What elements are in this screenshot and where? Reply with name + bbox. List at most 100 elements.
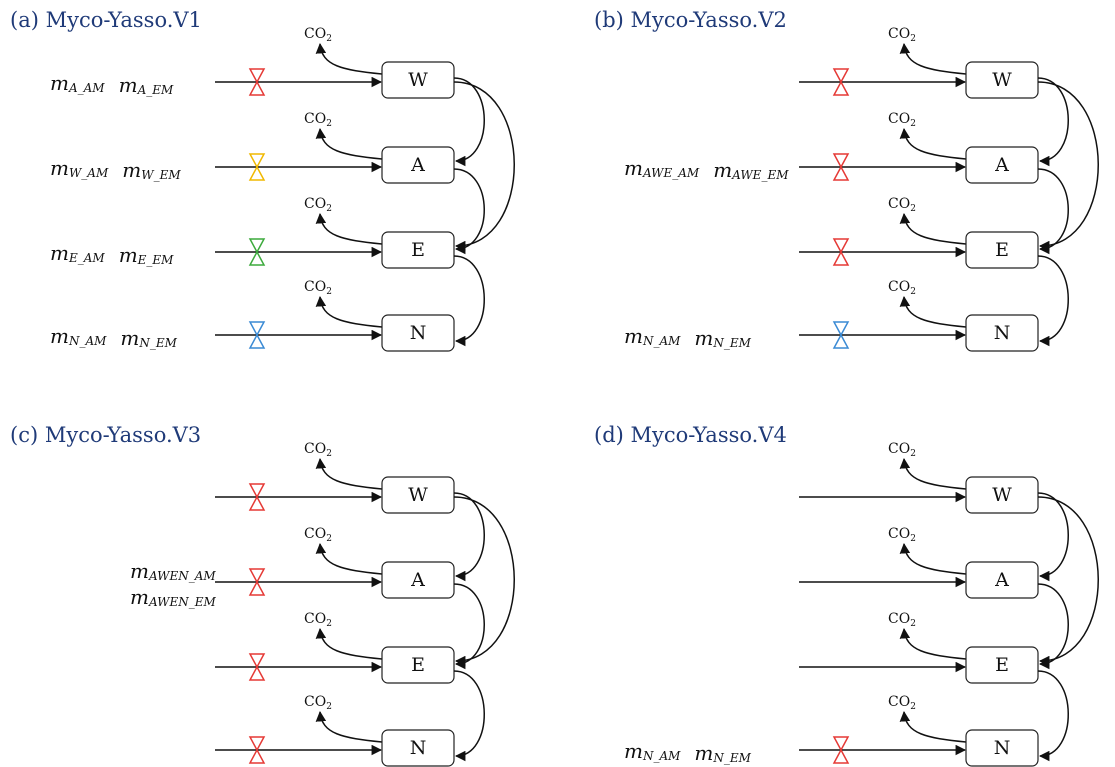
pool-box-a bbox=[381, 561, 455, 599]
pool-box-w bbox=[381, 61, 455, 99]
co2-label: CO2 bbox=[888, 441, 916, 459]
arc-e-to-n bbox=[453, 670, 485, 762]
flow-label: mN_AM mN_EM bbox=[50, 324, 178, 350]
co2-arrow bbox=[315, 212, 383, 245]
valve-blue bbox=[248, 321, 266, 349]
valve-yellow bbox=[248, 153, 266, 181]
flow-label: mW_AM mW_EM bbox=[50, 156, 181, 182]
panel-v1: (a) Myco-Yasso.V1 CO2 W CO2 A CO2 E CO2 NmA_AM mA… bbox=[10, 8, 515, 352]
panel-v4: (d) Myco-Yasso.V4 CO2 W CO2 A CO2 E CO2 NmN_AM mN… bbox=[594, 423, 1099, 767]
panel-v2: (b) Myco-Yasso.V2 CO2 W CO2 A CO2 E CO2 NmAWE_AM… bbox=[594, 8, 1099, 352]
arc-w-to-e bbox=[453, 81, 515, 252]
co2-arrow bbox=[899, 710, 967, 743]
co2-label: CO2 bbox=[888, 611, 916, 629]
pool-box-a bbox=[965, 146, 1039, 184]
co2-label: CO2 bbox=[888, 694, 916, 712]
flow-label: mAWEN_EM bbox=[130, 585, 217, 609]
arc-w-to-e bbox=[453, 496, 515, 667]
pool-label: W bbox=[992, 69, 1012, 91]
arc-a-to-e bbox=[1037, 583, 1069, 670]
flow-label: mE_AM mE_EM bbox=[50, 241, 174, 267]
panel-title: (d) Myco-Yasso.V4 bbox=[594, 423, 787, 447]
valve-green bbox=[248, 238, 266, 266]
valve-red bbox=[832, 68, 850, 96]
co2-arrow bbox=[315, 42, 383, 75]
co2-arrow bbox=[315, 542, 383, 575]
flow-label: mN_AM mN_EM bbox=[624, 739, 752, 765]
pool-box-n bbox=[381, 729, 455, 767]
valve-red bbox=[248, 68, 266, 96]
valve-red bbox=[832, 736, 850, 764]
co2-arrow bbox=[899, 295, 967, 328]
pool-box-n bbox=[965, 729, 1039, 767]
arc-e-to-n bbox=[1037, 670, 1069, 762]
arc-w-to-a bbox=[1037, 77, 1069, 167]
co2-arrow bbox=[315, 295, 383, 328]
pool-box-n bbox=[381, 314, 455, 352]
pool-box-e bbox=[965, 231, 1039, 269]
pool-label: W bbox=[408, 484, 428, 506]
pool-label: A bbox=[994, 154, 1009, 176]
co2-arrow bbox=[315, 710, 383, 743]
co2-arrow bbox=[899, 212, 967, 245]
pool-label: A bbox=[410, 569, 425, 591]
pool-box-w bbox=[381, 476, 455, 514]
co2-label: CO2 bbox=[304, 26, 332, 44]
pool-box-w bbox=[965, 61, 1039, 99]
pool-label: W bbox=[408, 69, 428, 91]
pool-box-a bbox=[965, 561, 1039, 599]
pool-label: N bbox=[410, 322, 427, 344]
flow-label: mA_AM mA_EM bbox=[50, 71, 174, 97]
pool-box-n bbox=[965, 314, 1039, 352]
co2-label: CO2 bbox=[888, 526, 916, 544]
co2-label: CO2 bbox=[304, 279, 332, 297]
arc-w-to-e bbox=[1037, 81, 1099, 252]
valve-red bbox=[248, 736, 266, 764]
panel-title: (c) Myco-Yasso.V3 bbox=[10, 423, 201, 447]
pool-box-e bbox=[965, 646, 1039, 684]
pool-label: N bbox=[410, 737, 427, 759]
arc-a-to-e bbox=[453, 583, 485, 670]
co2-label: CO2 bbox=[888, 111, 916, 129]
pool-label: N bbox=[994, 322, 1011, 344]
co2-arrow bbox=[899, 457, 967, 490]
co2-arrow bbox=[315, 127, 383, 160]
pool-label: E bbox=[995, 239, 1009, 261]
panel-title: (a) Myco-Yasso.V1 bbox=[10, 8, 202, 32]
valve-red bbox=[248, 568, 266, 596]
co2-arrow bbox=[899, 42, 967, 75]
co2-arrow bbox=[315, 627, 383, 660]
arc-w-to-a bbox=[453, 77, 485, 167]
arc-w-to-a bbox=[453, 492, 485, 582]
pool-label: A bbox=[994, 569, 1009, 591]
co2-label: CO2 bbox=[304, 526, 332, 544]
pool-box-w bbox=[965, 476, 1039, 514]
co2-label: CO2 bbox=[304, 611, 332, 629]
pool-label: N bbox=[994, 737, 1011, 759]
co2-label: CO2 bbox=[888, 196, 916, 214]
pool-label: A bbox=[410, 154, 425, 176]
pool-box-e bbox=[381, 646, 455, 684]
pool-label: E bbox=[995, 654, 1009, 676]
arc-a-to-e bbox=[453, 168, 485, 255]
pool-label: E bbox=[411, 239, 425, 261]
pool-box-a bbox=[381, 146, 455, 184]
co2-arrow bbox=[899, 542, 967, 575]
arc-w-to-a bbox=[1037, 492, 1069, 582]
valve-red bbox=[832, 153, 850, 181]
valve-red bbox=[248, 483, 266, 511]
pool-box-e bbox=[381, 231, 455, 269]
co2-label: CO2 bbox=[304, 441, 332, 459]
pool-label: W bbox=[992, 484, 1012, 506]
valve-red bbox=[832, 238, 850, 266]
arc-e-to-n bbox=[453, 255, 485, 347]
co2-label: CO2 bbox=[888, 26, 916, 44]
co2-arrow bbox=[899, 627, 967, 660]
pool-label: E bbox=[411, 654, 425, 676]
arc-a-to-e bbox=[1037, 168, 1069, 255]
arc-w-to-e bbox=[1037, 496, 1099, 667]
co2-label: CO2 bbox=[304, 694, 332, 712]
co2-label: CO2 bbox=[304, 111, 332, 129]
co2-label: CO2 bbox=[888, 279, 916, 297]
